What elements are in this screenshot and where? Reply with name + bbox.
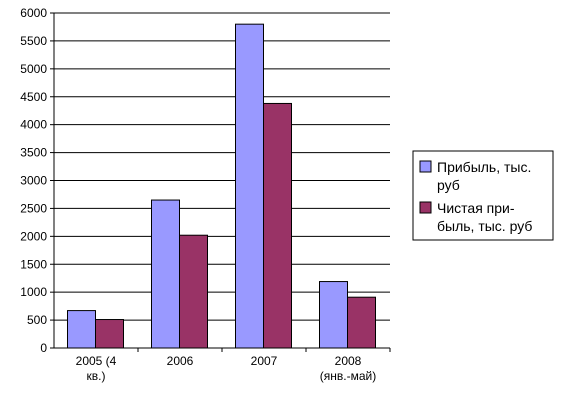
bar-net-profit xyxy=(179,234,208,349)
bar-net-profit xyxy=(95,319,124,349)
x-category-label: 2006 xyxy=(167,354,194,368)
legend-swatch xyxy=(419,201,432,214)
x-category-label: 2005 (4 xyxy=(76,354,117,368)
legend: Прибыль, тыс. руб Чистая при-быль, тыс. ру… xyxy=(412,150,554,241)
bar-profit xyxy=(67,310,96,349)
y-tick-label: 5000 xyxy=(20,62,47,76)
bar-net-profit xyxy=(347,296,376,349)
x-axis-category-labels: 2005 (4кв.) 2006 2007 2008(янв.-май) xyxy=(76,354,377,383)
legend-label: Чистая при- xyxy=(437,200,515,216)
y-tick-label: 4000 xyxy=(20,118,47,132)
legend-swatch xyxy=(419,160,432,173)
legend-box xyxy=(412,150,554,241)
y-axis-tick-labels: 0 500 1000 1500 2000 2500 3000 3500 4000 4500 5000… xyxy=(20,6,47,355)
x-category-label: кв.) xyxy=(87,369,106,383)
legend-label: руб xyxy=(437,177,460,193)
bar-profit xyxy=(319,281,348,349)
y-tick-label: 500 xyxy=(27,313,47,327)
y-tick-label: 5500 xyxy=(20,34,47,48)
axes xyxy=(50,12,391,352)
y-tick-label: 4500 xyxy=(20,90,47,104)
x-category-label: 2008 xyxy=(335,354,362,368)
y-tick-label: 3000 xyxy=(20,174,47,188)
y-tick-label: 2500 xyxy=(20,201,47,215)
bar-profit xyxy=(151,199,180,349)
gridlines xyxy=(54,12,390,321)
bars xyxy=(67,23,376,349)
y-tick-label: 3500 xyxy=(20,146,47,160)
legend-label: Прибыль, тыс. xyxy=(437,159,531,175)
y-tick-label: 2000 xyxy=(20,229,47,243)
y-tick-label: 0 xyxy=(40,341,47,355)
bar-net-profit xyxy=(263,102,292,349)
x-category-label: 2007 xyxy=(251,354,278,368)
bar-profit xyxy=(235,23,264,349)
legend-label: быль, тыс. руб xyxy=(437,218,532,234)
x-category-label: (янв.-май) xyxy=(320,369,376,383)
y-tick-label: 6000 xyxy=(20,6,47,20)
y-tick-label: 1000 xyxy=(20,285,47,299)
y-tick-label: 1500 xyxy=(20,257,47,271)
